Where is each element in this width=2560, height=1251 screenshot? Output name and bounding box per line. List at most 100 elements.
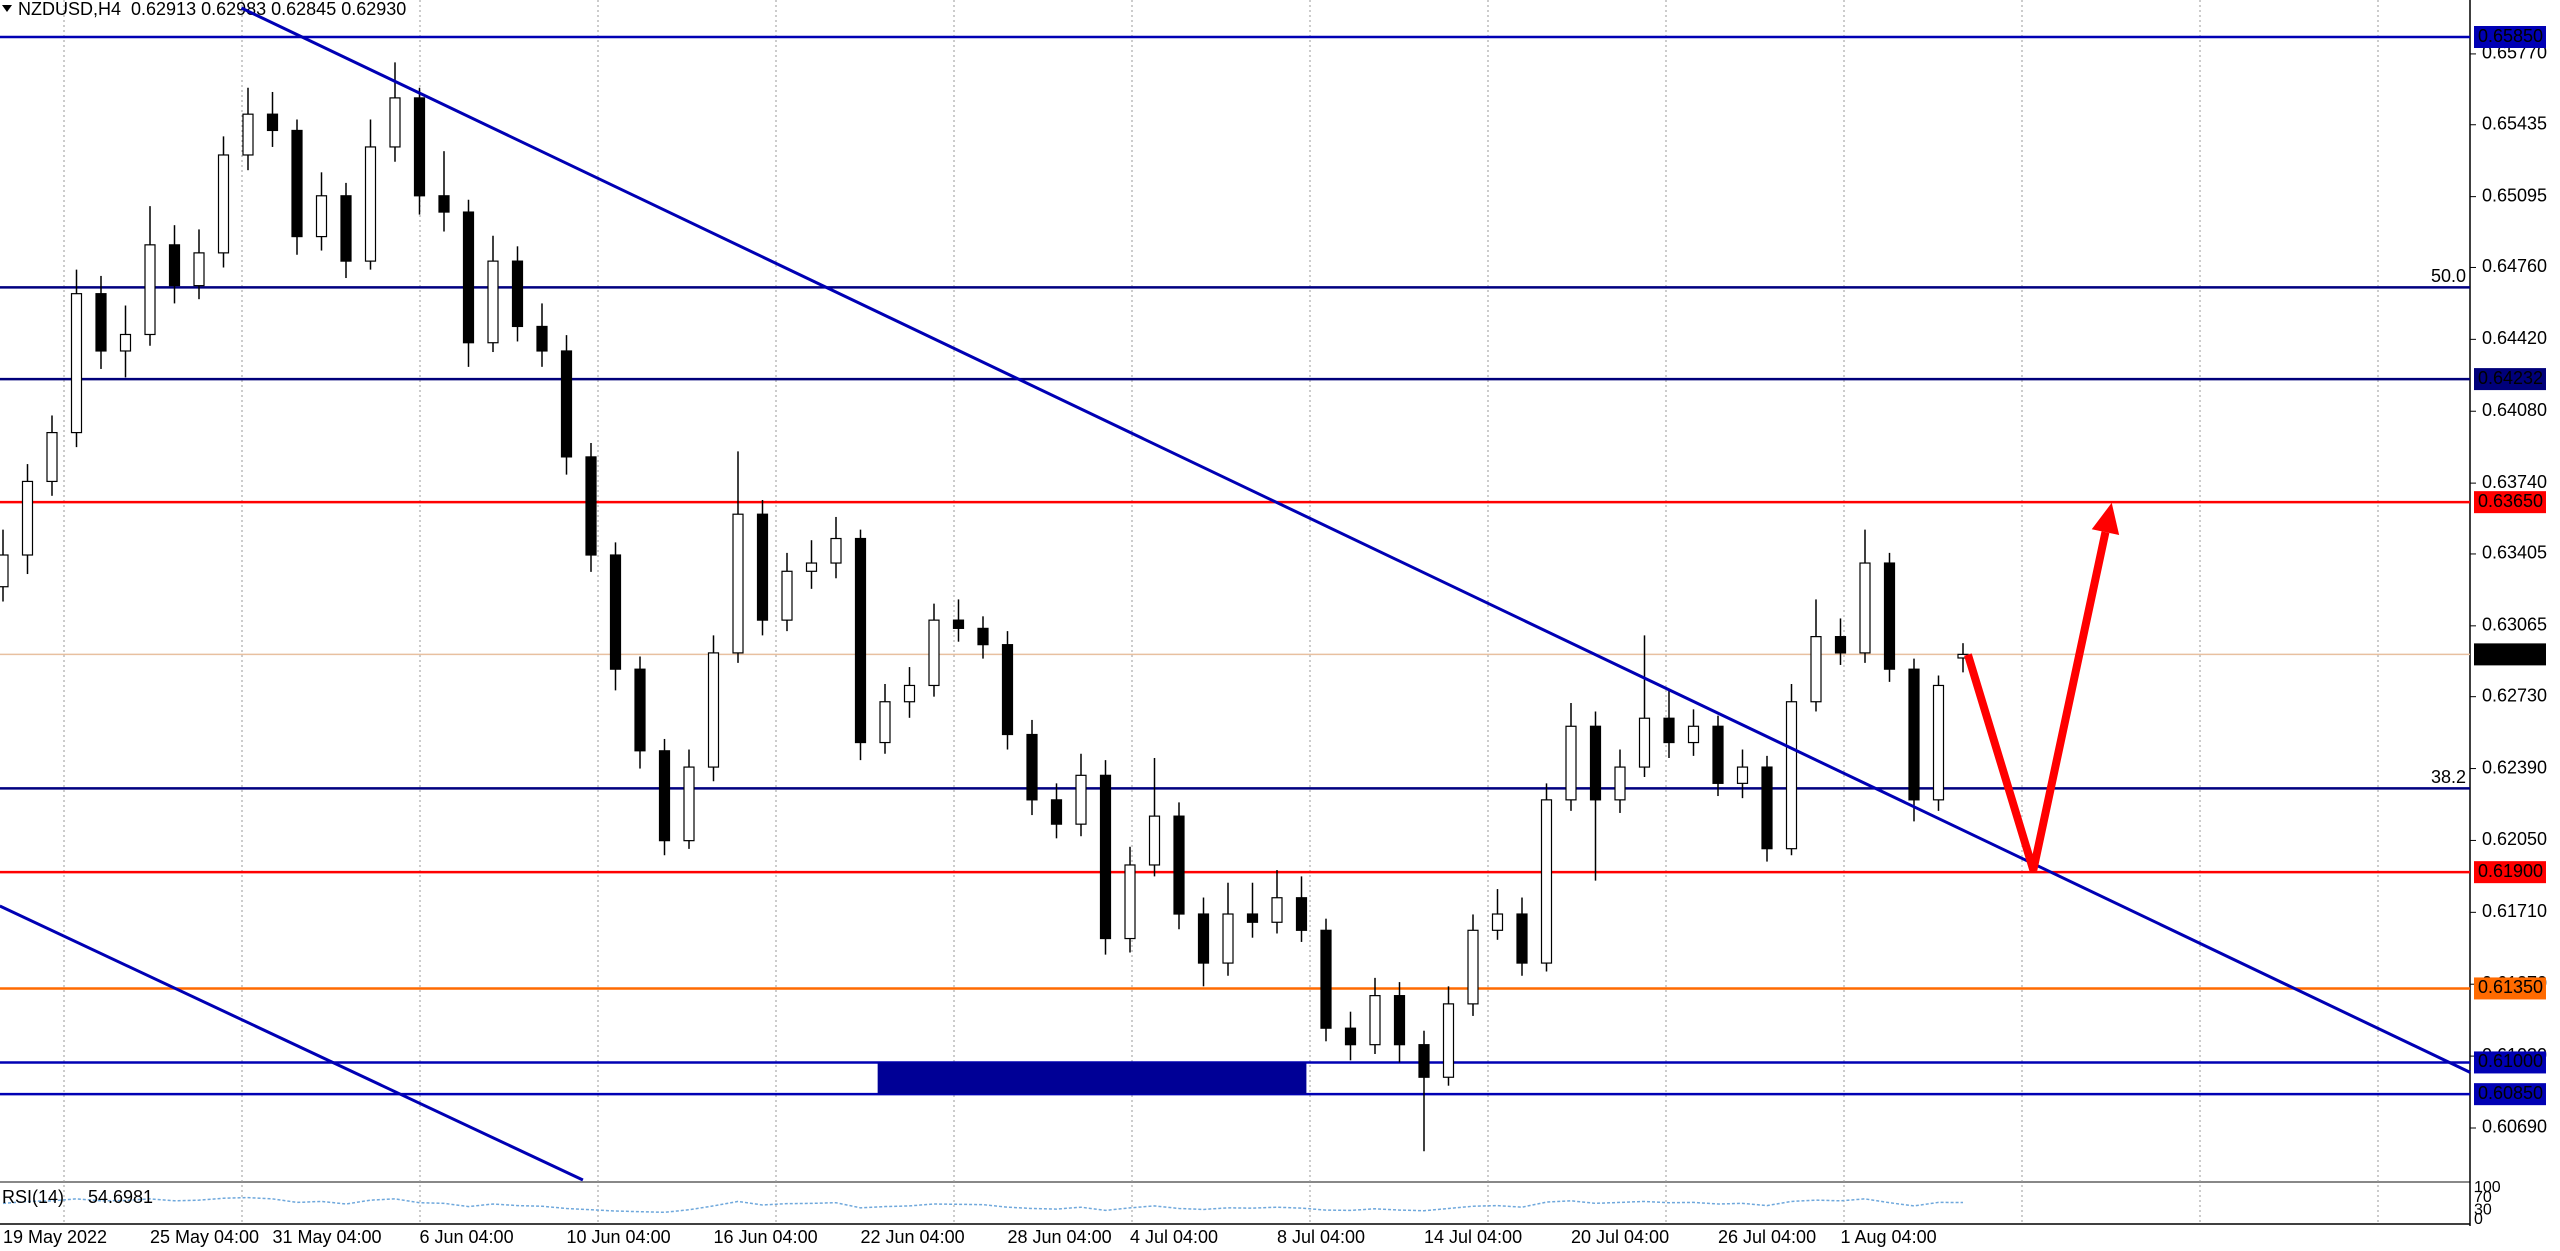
candle-body [1540,799,1553,964]
x-tick-label: 26 Jul 04:00 [1718,1227,1816,1247]
y-tick-label: 0.63740 [2482,472,2547,492]
candle-body [1320,929,1332,1029]
candle-body [805,562,818,572]
rsi-line [2,1196,1964,1214]
level-label: 0.63650 [2478,491,2543,511]
candle-body [707,652,720,768]
candle-body [95,293,107,352]
level-box [2474,368,2546,391]
candle-body [609,554,622,670]
candle-body [952,619,965,629]
y-tick-label: 0.63405 [2482,543,2547,563]
x-tick-label: 4 Jul 04:00 [1130,1227,1218,1247]
candle-body [119,333,132,352]
candle-body [1516,913,1528,964]
candle-body [658,750,671,842]
y-tick-label: 0.64760 [2482,256,2547,276]
candle-body [1638,717,1651,768]
fib-label: 50.0 [2431,266,2466,286]
level-box [2474,491,2546,514]
x-tick-label: 10 Jun 04:00 [567,1227,671,1247]
candle-body [854,537,867,744]
candle-body [315,195,328,238]
candle-body [462,211,475,344]
candle-body [1393,995,1406,1046]
y-tick-label: 0.65435 [2482,113,2547,133]
candle-body [928,619,940,687]
fib-label: 38.2 [2431,767,2466,787]
candle-body [1099,774,1112,940]
x-tick-label: 31 May 04:00 [273,1227,382,1247]
x-tick-label: 1 Aug 04:00 [1841,1227,1937,1247]
rsi-tick-label: 30 [2474,1202,2492,1219]
level-label: 0.64232 [2478,368,2543,388]
x-tick-label: 25 May 04:00 [150,1227,259,1247]
candle-body [1246,913,1259,923]
candle-body [585,456,597,556]
candle-body [1344,1027,1357,1046]
candle-body [1442,1003,1455,1078]
arrow [1964,531,2110,872]
y-tick-label: 0.61710 [2482,901,2547,921]
current-price-box [2474,643,2546,666]
x-tick-label: 20 Jul 04:00 [1571,1227,1669,1247]
rsi-tick-label: 100 [2474,1179,2501,1196]
current-price-label: 0.62930 [2478,643,2543,663]
candle-body [340,195,352,262]
candle-body [879,701,891,744]
candle-body [683,766,695,842]
rsi-tick-label: 0 [2474,1211,2483,1228]
level-label: 0.61000 [2478,1051,2543,1071]
candle-body [977,627,989,646]
level-label: 0.65850 [2478,26,2543,46]
candle-body [1369,995,1381,1046]
candle-body [1883,562,1896,670]
x-tick-label: 8 Jul 04:00 [1277,1227,1365,1247]
x-tick-label: 16 Jun 04:00 [714,1227,818,1247]
candle-body [1026,733,1038,801]
candle-body [266,113,279,132]
candle-body [1932,684,1945,801]
candle-body [217,154,230,254]
header: NZDUSD,H4 0.62913 0.62983 0.62845 0.6293… [18,0,406,19]
candle-body [0,554,9,588]
candle-body [193,252,205,287]
candle-body [1712,725,1724,784]
candle-body [21,480,34,556]
rsi-name: RSI(14) [2,1187,64,1207]
candle-body [756,513,769,621]
rsi-tick-label: 70 [2474,1189,2492,1206]
candle-body [511,260,524,328]
candle-body [1491,913,1504,931]
candle-body [438,195,450,213]
candle-body [1271,897,1283,923]
candle-body [1197,913,1210,964]
candle-body [1173,815,1185,915]
candle-body [144,244,156,336]
menu-icon[interactable] [2,5,12,12]
candle-body [242,113,254,156]
candle-body [1222,913,1234,964]
time-grid [63,0,2379,1224]
y-tick-label: 0.60690 [2482,1117,2547,1137]
candle-body [487,260,499,344]
candle-body [1075,774,1087,825]
candle-body [1148,815,1161,866]
candle-body [1124,864,1136,940]
rsi-value: 54.6981 [88,1187,153,1207]
level-box [2474,26,2546,49]
candle-body [1589,725,1602,801]
candle-body [364,146,377,262]
candle-body [732,513,744,654]
candle-body [1614,766,1626,801]
candle-body [903,684,916,703]
level-label: 0.61350 [2478,977,2543,997]
candle-body [413,97,426,197]
candle-body [1050,799,1063,825]
y-tick-label: 0.65095 [2482,185,2547,205]
trendline [0,904,584,1182]
arrow-head [2091,502,2120,536]
candle-body [1859,562,1871,654]
